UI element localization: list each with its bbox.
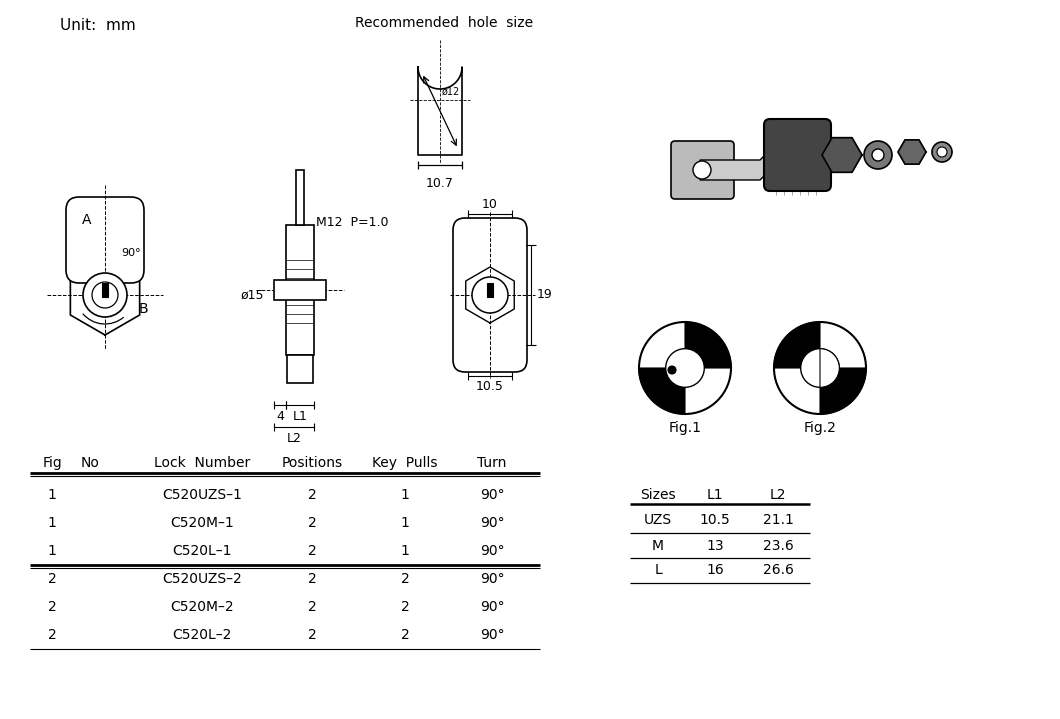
Bar — [287, 355, 313, 383]
Bar — [102, 283, 108, 297]
Wedge shape — [639, 368, 685, 414]
Text: 2: 2 — [48, 600, 56, 614]
Wedge shape — [820, 349, 840, 388]
Text: Key  Pulls: Key Pulls — [372, 456, 438, 470]
Text: 2: 2 — [307, 600, 316, 614]
Text: Recommended  hole  size: Recommended hole size — [355, 16, 533, 30]
Text: M: M — [652, 539, 664, 552]
Text: C520L–1: C520L–1 — [172, 544, 232, 558]
Circle shape — [693, 161, 711, 179]
Text: L1: L1 — [293, 411, 307, 423]
Text: No: No — [81, 456, 100, 470]
Text: 2: 2 — [307, 488, 316, 502]
Text: L: L — [654, 564, 661, 577]
Text: 4: 4 — [276, 411, 284, 423]
Circle shape — [937, 147, 947, 157]
Text: C520L–2: C520L–2 — [173, 628, 232, 642]
Text: Sizes: Sizes — [640, 488, 676, 502]
Text: 90°: 90° — [480, 488, 505, 502]
Text: 1: 1 — [401, 516, 409, 530]
Polygon shape — [700, 155, 765, 180]
Text: L2: L2 — [770, 488, 787, 502]
Text: 2: 2 — [401, 628, 409, 642]
FancyBboxPatch shape — [453, 218, 527, 372]
Text: 1: 1 — [48, 516, 56, 530]
Circle shape — [83, 273, 127, 317]
Circle shape — [472, 277, 508, 313]
Text: 90°: 90° — [121, 248, 141, 258]
Text: Fig: Fig — [42, 456, 61, 470]
Text: ø15: ø15 — [241, 288, 264, 301]
Text: B: B — [138, 302, 147, 316]
Circle shape — [639, 322, 731, 414]
Text: UZS: UZS — [643, 513, 672, 528]
Text: 90°: 90° — [480, 572, 505, 586]
Text: Unit:  mm: Unit: mm — [60, 18, 136, 33]
Text: 2: 2 — [48, 572, 56, 586]
Text: Turn: Turn — [477, 456, 507, 470]
Text: 2: 2 — [307, 628, 316, 642]
Bar — [487, 283, 493, 297]
Wedge shape — [820, 368, 866, 414]
Text: 16: 16 — [706, 564, 724, 577]
Wedge shape — [774, 322, 820, 368]
Bar — [273, 280, 326, 300]
Text: 1: 1 — [48, 488, 56, 502]
Text: 2: 2 — [307, 516, 316, 530]
Circle shape — [774, 322, 866, 414]
Polygon shape — [418, 67, 462, 155]
Circle shape — [864, 141, 893, 169]
Text: C520M–1: C520M–1 — [170, 516, 234, 530]
Text: 1: 1 — [401, 488, 409, 502]
Text: C520UZS–1: C520UZS–1 — [162, 488, 242, 502]
Text: 10.5: 10.5 — [700, 513, 730, 528]
Text: Fig.1: Fig.1 — [669, 421, 702, 435]
Text: 2: 2 — [401, 572, 409, 586]
FancyBboxPatch shape — [764, 119, 831, 191]
Wedge shape — [685, 322, 731, 368]
Text: 90°: 90° — [480, 628, 505, 642]
Text: Positions: Positions — [282, 456, 342, 470]
Text: ø12: ø12 — [442, 87, 460, 97]
Text: 1: 1 — [401, 544, 409, 558]
Text: 10.5: 10.5 — [476, 380, 503, 393]
Text: 13: 13 — [706, 539, 724, 552]
Text: 19: 19 — [537, 288, 553, 301]
Circle shape — [668, 366, 676, 374]
Text: 1: 1 — [48, 544, 56, 558]
Text: M12  P=1.0: M12 P=1.0 — [316, 216, 389, 229]
Text: L2: L2 — [286, 433, 301, 446]
Text: 90°: 90° — [480, 516, 505, 530]
Text: 23.6: 23.6 — [762, 539, 793, 552]
Text: L1: L1 — [707, 488, 723, 502]
Circle shape — [666, 349, 704, 388]
Polygon shape — [898, 140, 926, 164]
Text: 90°: 90° — [480, 544, 505, 558]
Text: Lock  Number: Lock Number — [154, 456, 250, 470]
Text: 26.6: 26.6 — [762, 564, 794, 577]
Text: 2: 2 — [401, 600, 409, 614]
Text: C520UZS–2: C520UZS–2 — [162, 572, 242, 586]
Text: 10.7: 10.7 — [426, 177, 454, 190]
Text: 2: 2 — [48, 628, 56, 642]
Text: 90°: 90° — [480, 600, 505, 614]
FancyBboxPatch shape — [671, 141, 734, 199]
Text: 21.1: 21.1 — [762, 513, 794, 528]
Text: 10: 10 — [482, 198, 498, 211]
Polygon shape — [822, 137, 862, 173]
Text: 2: 2 — [307, 572, 316, 586]
Bar — [296, 170, 304, 225]
Bar — [286, 225, 314, 355]
Text: Fig.2: Fig.2 — [803, 421, 836, 435]
Text: A: A — [83, 213, 92, 227]
Text: 2: 2 — [307, 544, 316, 558]
Text: C520M–2: C520M–2 — [171, 600, 234, 614]
FancyBboxPatch shape — [66, 197, 144, 283]
Circle shape — [872, 149, 884, 161]
Circle shape — [932, 142, 952, 162]
Circle shape — [800, 349, 840, 388]
Circle shape — [92, 282, 118, 308]
